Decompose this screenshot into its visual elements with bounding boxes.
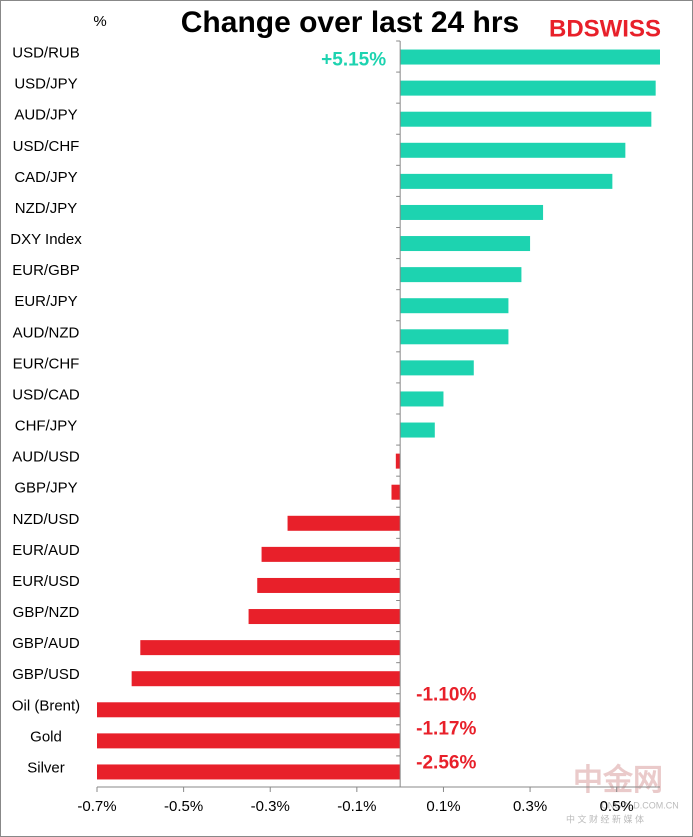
bar <box>400 360 474 376</box>
bar <box>395 453 401 469</box>
bar <box>97 702 401 718</box>
value-label: -1.17% <box>416 718 476 739</box>
x-tick-label: 0.5% <box>600 798 634 815</box>
bar <box>131 671 401 687</box>
category-label: USD/CAD <box>12 386 80 403</box>
category-label: Oil (Brent) <box>12 697 80 714</box>
category-label: GBP/USD <box>12 666 80 683</box>
watermark-site: CNGOLD.COM.CN <box>601 800 679 810</box>
bar <box>400 329 509 345</box>
category-label: GBP/NZD <box>13 604 80 621</box>
watermark-name: 中金网 <box>573 763 663 797</box>
unit-label: % <box>93 13 106 30</box>
watermark-tagline: 中 文 财 经 新 媒 体 <box>566 813 644 824</box>
chart-title: Change over last 24 hrs <box>181 6 519 39</box>
category-label: CHF/JPY <box>15 418 78 435</box>
category-label: DXY Index <box>10 231 82 248</box>
category-label: EUR/USD <box>12 573 80 590</box>
category-label: USD/CHF <box>13 138 80 155</box>
bar <box>400 236 531 252</box>
bar <box>97 733 401 749</box>
category-label: Gold <box>30 728 62 745</box>
bar <box>400 391 444 407</box>
x-tick-label: -0.7% <box>77 798 116 815</box>
x-tick-label: -0.5% <box>164 798 203 815</box>
category-label: USD/RUB <box>12 45 80 62</box>
bar <box>400 111 652 127</box>
bar <box>400 422 435 438</box>
x-tick-label: 0.1% <box>426 798 460 815</box>
category-label: EUR/JPY <box>14 293 77 310</box>
category-label: AUD/USD <box>12 449 80 466</box>
bar <box>400 267 522 283</box>
bar <box>97 764 401 780</box>
value-label: -1.10% <box>416 684 476 705</box>
category-label: AUD/JPY <box>14 107 77 124</box>
category-label: GBP/JPY <box>14 480 77 497</box>
bar <box>400 142 626 158</box>
category-label: NZD/JPY <box>15 200 78 217</box>
x-tick-label: 0.3% <box>513 798 547 815</box>
bar <box>257 577 401 593</box>
category-label: NZD/USD <box>13 511 80 528</box>
x-tick-label: -0.3% <box>251 798 290 815</box>
bar <box>391 484 401 500</box>
category-label: CAD/JPY <box>14 169 77 186</box>
category-label: EUR/AUD <box>12 542 80 559</box>
category-label: USD/JPY <box>14 76 77 93</box>
category-label: AUD/NZD <box>13 324 80 341</box>
bar <box>400 204 544 220</box>
brand-logo: BDSWISS <box>549 15 661 42</box>
bar <box>248 609 401 625</box>
x-tick-label: -0.1% <box>337 798 376 815</box>
bar <box>400 173 613 189</box>
bar <box>287 515 401 531</box>
bar <box>400 298 509 314</box>
category-label: EUR/GBP <box>12 262 80 279</box>
category-label: Silver <box>27 759 65 776</box>
value-label: +5.15% <box>321 50 386 71</box>
bar <box>261 546 401 562</box>
bar <box>140 640 401 656</box>
bars <box>97 49 660 780</box>
bar <box>400 49 660 65</box>
category-label: EUR/CHF <box>13 355 80 372</box>
bar <box>400 80 656 96</box>
value-label: -2.56% <box>416 752 476 773</box>
category-label: GBP/AUD <box>12 635 80 652</box>
